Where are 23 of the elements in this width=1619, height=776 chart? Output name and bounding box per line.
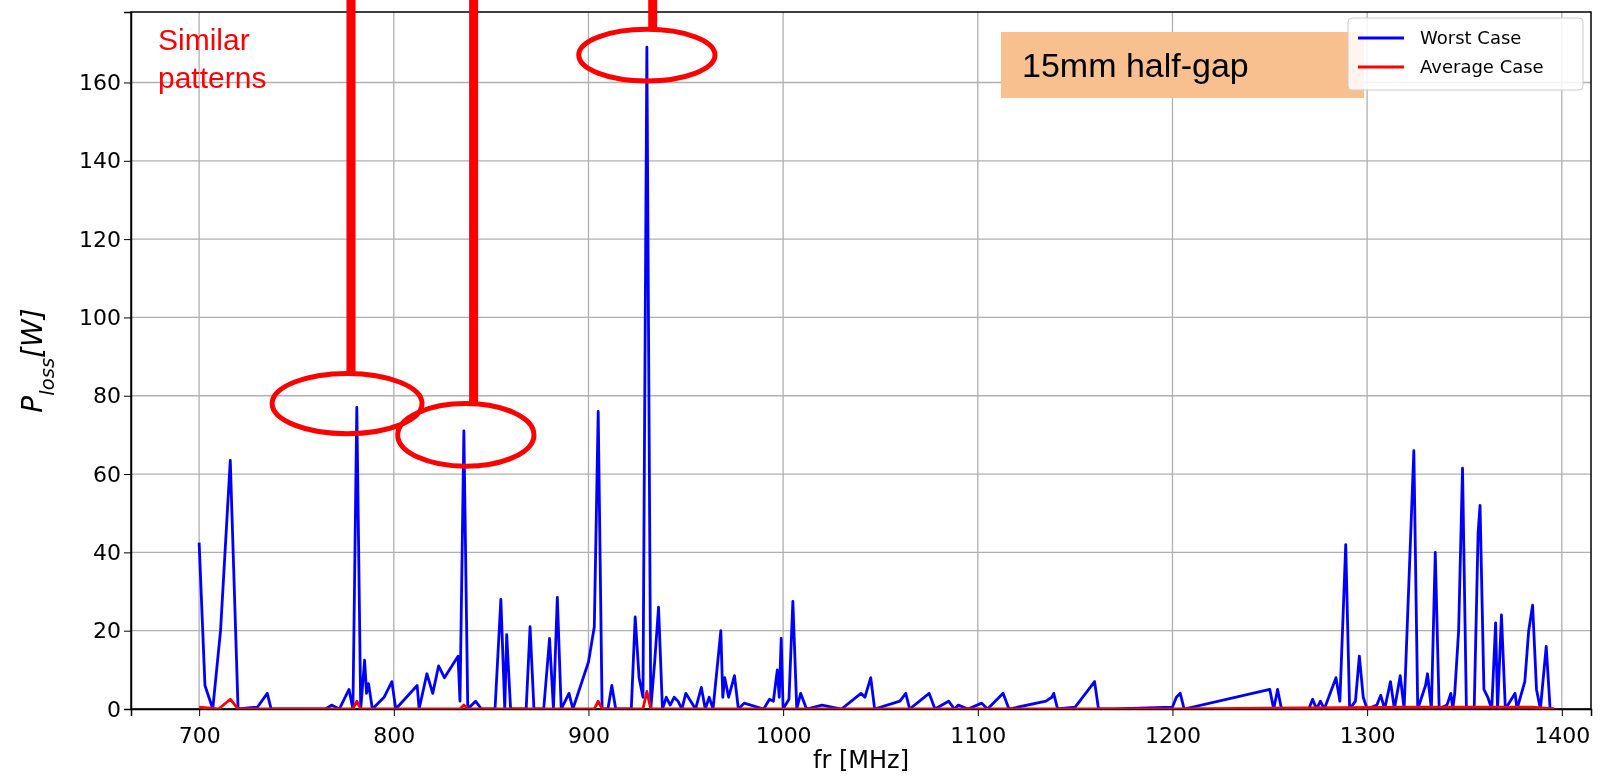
y-tick-label: 40 bbox=[93, 539, 121, 565]
x-axis-title: fr [MHz] bbox=[812, 746, 910, 774]
y-tick-label: 160 bbox=[79, 70, 121, 96]
x-tick-label: 1400 bbox=[1534, 723, 1591, 749]
y-tick-label: 80 bbox=[93, 383, 121, 409]
x-tick-label: 700 bbox=[178, 723, 221, 749]
annotation: Similar patterns bbox=[158, 23, 267, 94]
line-series bbox=[197, 689, 1556, 709]
x-tick-label: 1200 bbox=[1144, 723, 1201, 749]
x-tick-label: 800 bbox=[373, 723, 416, 749]
legend-label: Worst Case bbox=[1420, 27, 1522, 48]
x-tick-label: 1100 bbox=[950, 723, 1007, 749]
x-tick-label: 900 bbox=[567, 723, 610, 749]
legend-label: Average Case bbox=[1420, 56, 1544, 77]
y-tick-label: 100 bbox=[79, 304, 121, 330]
x-tick-label: 1300 bbox=[1339, 723, 1396, 749]
y-tick-label: 20 bbox=[93, 618, 121, 644]
x-tick-label: 1000 bbox=[755, 723, 812, 749]
y-tick-label: 140 bbox=[79, 148, 121, 174]
annotation: 15mm half-gap bbox=[1022, 46, 1249, 84]
y-tick-label: 60 bbox=[93, 461, 121, 487]
y-tick-label: 120 bbox=[79, 226, 121, 252]
y-tick-label: 0 bbox=[107, 696, 121, 722]
